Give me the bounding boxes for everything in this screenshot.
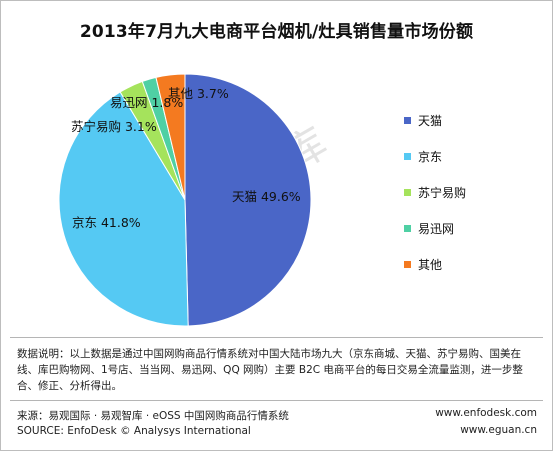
legend-label-5: 其他 bbox=[418, 258, 442, 272]
legend-swatch-1 bbox=[404, 117, 411, 124]
legend-swatch-4 bbox=[404, 225, 411, 232]
legend-label-1: 天猫 bbox=[418, 114, 442, 128]
chart-title: 2013年7月九大电商平台烟机/灶具销售量市场份额 bbox=[79, 22, 474, 42]
pie-slice-1 bbox=[184, 73, 312, 327]
url-enfodesk[interactable]: www.enfodesk.com bbox=[435, 407, 537, 419]
slice-label-4: 易迅网 1.8% bbox=[110, 95, 183, 110]
legend-label-4: 易迅网 bbox=[418, 222, 454, 236]
slice-label-5: 其他 3.7% bbox=[168, 86, 229, 101]
slice-label-1: 天猫 49.6% bbox=[232, 189, 301, 204]
legend-swatch-3 bbox=[404, 189, 411, 196]
legend-swatch-2 bbox=[404, 153, 411, 160]
legend-label-3: 苏宁易购 bbox=[418, 185, 466, 200]
source-cn: 来源：易观国际 · 易观智库 · eOSS 中国网购商品行情系统 bbox=[17, 410, 289, 422]
legend-label-2: 京东 bbox=[418, 150, 442, 164]
slice-label-2: 京东 41.8% bbox=[72, 215, 141, 230]
source-en: SOURCE: EnfoDesk © Analysys Internationa… bbox=[17, 425, 251, 437]
url-eguan[interactable]: www.eguan.cn bbox=[460, 424, 537, 436]
divider-top bbox=[10, 337, 543, 338]
data-note: 数据说明：以上数据是通过中国网购商品行情系统对中国大陆市场九大（京东商城、天猫、… bbox=[17, 348, 523, 392]
slice-label-3: 苏宁易购 3.1% bbox=[71, 119, 157, 134]
legend-swatch-5 bbox=[404, 261, 411, 268]
pie-slice-5 bbox=[155, 73, 186, 201]
divider-bottom bbox=[10, 400, 543, 401]
pie-slice-2 bbox=[58, 91, 189, 327]
